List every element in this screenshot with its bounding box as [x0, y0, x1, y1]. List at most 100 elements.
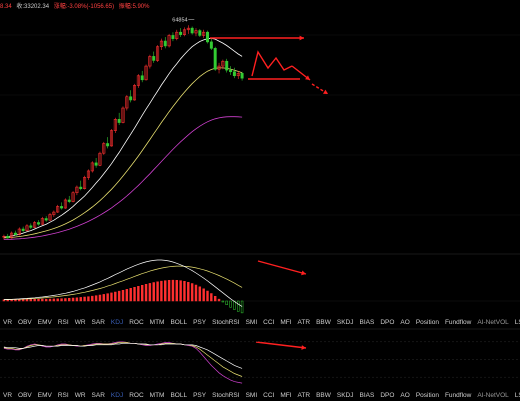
tab1-psy[interactable]: PSY — [193, 319, 207, 326]
tab1-obv[interactable]: OBV — [18, 319, 32, 326]
candle — [225, 58, 229, 73]
tab2-position[interactable]: Position — [415, 392, 439, 399]
indicator-tab-bar-2: VR OBV EMV RSI WR SAR KDJ ROC MTM BOLL PSY StochRSI… — [0, 391, 520, 401]
macd-bar — [194, 284, 198, 302]
oscillator-panel — [0, 328, 520, 384]
tab1-emv[interactable]: EMV — [37, 319, 52, 326]
macd-bar — [75, 297, 79, 302]
candle-body — [221, 60, 225, 67]
tab2-mtm[interactable]: MTM — [149, 392, 165, 399]
tab1-position[interactable]: Position — [415, 319, 439, 326]
tab1-smi[interactable]: SMI — [245, 319, 258, 326]
macd-bar — [206, 290, 209, 302]
macd-bar — [202, 288, 205, 302]
macd-bar — [44, 298, 48, 302]
zigzag-path — [251, 50, 293, 77]
tab2-vr[interactable]: VR — [3, 392, 13, 399]
macd-bar — [144, 284, 148, 302]
macd-bar — [98, 294, 102, 302]
candle — [190, 26, 194, 35]
tab2-mfi[interactable]: MFI — [280, 392, 292, 399]
tab2-roc[interactable]: ROC — [129, 392, 144, 399]
macd-bar — [175, 280, 178, 302]
tab2-fundflow[interactable]: Fundflow — [444, 392, 472, 399]
tab2-psy[interactable]: PSY — [193, 392, 207, 399]
tab1-ao[interactable]: AO — [400, 319, 410, 326]
macd-bar — [52, 298, 56, 302]
candle — [2, 234, 6, 240]
candle — [90, 161, 94, 173]
macd-bar — [33, 299, 36, 302]
macd-bar — [187, 282, 190, 302]
tab2-emv[interactable]: EMV — [37, 392, 52, 399]
candle-body — [175, 31, 179, 39]
tab2-lsur[interactable]: LSUR — [514, 392, 520, 399]
macd-bar — [183, 281, 186, 302]
tab1-rsi[interactable]: RSI — [57, 319, 69, 326]
tab1-fundflow[interactable]: Fundflow — [444, 319, 472, 326]
tab1-stochrsi[interactable]: StochRSI — [212, 319, 240, 326]
candle — [163, 37, 167, 49]
macd-panel — [0, 253, 520, 314]
price-gridlines — [0, 34, 520, 216]
tab2-sar[interactable]: SAR — [91, 392, 105, 399]
tab1-lsur[interactable]: LSUR — [514, 319, 520, 326]
macd-bar — [167, 280, 171, 302]
tab2-atr[interactable]: ATR — [297, 392, 311, 399]
tab2-stochrsi[interactable]: StochRSI — [212, 392, 240, 399]
tab1-bbw[interactable]: BBW — [316, 319, 331, 326]
macd-bar — [79, 297, 82, 302]
macd-bar — [217, 298, 221, 302]
candle — [79, 180, 83, 191]
resistance-arrow-head — [299, 35, 304, 41]
candle — [206, 30, 209, 44]
tab1-skdj[interactable]: SKDJ — [336, 319, 354, 326]
tab2-boll[interactable]: BOLL — [170, 392, 188, 399]
macd-bar — [129, 288, 132, 302]
breakdown-arrow — [291, 65, 311, 81]
candle — [83, 175, 87, 190]
tab1-kdj[interactable]: KDJ — [110, 319, 124, 326]
tab2-cci[interactable]: CCI — [263, 392, 275, 399]
candle — [67, 195, 71, 204]
candle — [186, 25, 190, 34]
tab2-rsi[interactable]: RSI — [57, 392, 69, 399]
candle-body — [213, 48, 217, 70]
macd-bar — [198, 286, 202, 302]
candle — [106, 137, 110, 149]
tab2-bbw[interactable]: BBW — [316, 392, 331, 399]
tab1-vr[interactable]: VR — [3, 319, 13, 326]
candle — [29, 223, 33, 230]
tab1-boll[interactable]: BOLL — [170, 319, 188, 326]
tab2-bias[interactable]: BIAS — [359, 392, 375, 399]
tab2-ao[interactable]: AO — [400, 392, 410, 399]
info-prefix: 8.34 — [0, 4, 12, 10]
candle-body — [156, 46, 160, 61]
tab1-wr[interactable]: WR — [74, 319, 86, 326]
candle — [129, 90, 133, 103]
target-arrow — [311, 83, 329, 95]
tab2-ai-netvol[interactable]: AI-NetVOL — [477, 392, 509, 399]
tab2-kdj[interactable]: KDJ — [110, 392, 124, 399]
tab2-obv[interactable]: OBV — [18, 392, 32, 399]
tab2-smi[interactable]: SMI — [245, 392, 258, 399]
tab1-dpo[interactable]: DPO — [380, 319, 395, 326]
tab1-mtm[interactable]: MTM — [149, 319, 165, 326]
tab1-sar[interactable]: SAR — [91, 319, 105, 326]
tab1-bias[interactable]: BIAS — [359, 319, 375, 326]
candle-body — [94, 162, 98, 166]
tab1-atr[interactable]: ATR — [297, 319, 311, 326]
tab2-dpo[interactable]: DPO — [380, 392, 395, 399]
tab1-ai-netvol[interactable]: AI-NetVOL — [477, 319, 509, 326]
osc-arrow-shaft — [255, 341, 307, 349]
tab1-mfi[interactable]: MFI — [280, 319, 292, 326]
macd-bar — [21, 299, 25, 302]
macd-bar — [37, 299, 40, 302]
tab1-roc[interactable]: ROC — [129, 319, 144, 326]
tab2-skdj[interactable]: SKDJ — [336, 392, 354, 399]
candle — [194, 28, 198, 37]
osc-arrow-head — [301, 345, 306, 350]
tab2-wr[interactable]: WR — [74, 392, 86, 399]
ma-mid-line — [3, 67, 243, 239]
tab1-cci[interactable]: CCI — [263, 319, 275, 326]
